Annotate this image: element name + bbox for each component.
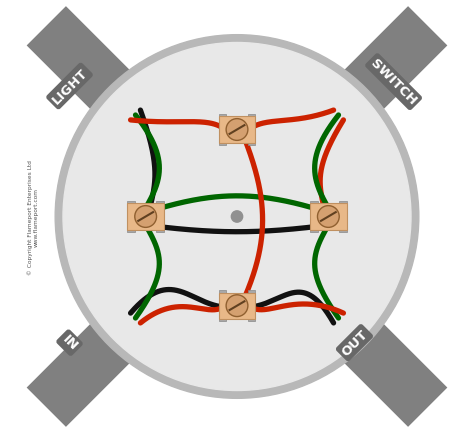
Text: IN: IN — [59, 332, 80, 353]
Circle shape — [318, 206, 339, 228]
Text: OUT: OUT — [339, 327, 370, 358]
FancyBboxPatch shape — [127, 204, 164, 230]
FancyBboxPatch shape — [219, 115, 227, 145]
Text: © Copyright Flameport Enterprises Ltd
www.flameport.com: © Copyright Flameport Enterprises Ltd ww… — [27, 160, 39, 274]
Text: SWITCH: SWITCH — [368, 57, 419, 108]
Text: LIGHT: LIGHT — [49, 66, 90, 107]
Circle shape — [226, 295, 248, 317]
Circle shape — [231, 211, 243, 223]
FancyBboxPatch shape — [127, 202, 135, 232]
FancyBboxPatch shape — [247, 291, 255, 321]
FancyBboxPatch shape — [156, 202, 164, 232]
Circle shape — [63, 43, 411, 391]
FancyBboxPatch shape — [310, 204, 347, 230]
FancyBboxPatch shape — [247, 115, 255, 145]
Circle shape — [135, 206, 156, 228]
FancyBboxPatch shape — [219, 117, 255, 143]
FancyBboxPatch shape — [219, 293, 255, 319]
Circle shape — [226, 119, 248, 141]
FancyBboxPatch shape — [339, 202, 347, 232]
FancyBboxPatch shape — [219, 291, 227, 321]
FancyBboxPatch shape — [310, 202, 318, 232]
Circle shape — [55, 36, 419, 398]
